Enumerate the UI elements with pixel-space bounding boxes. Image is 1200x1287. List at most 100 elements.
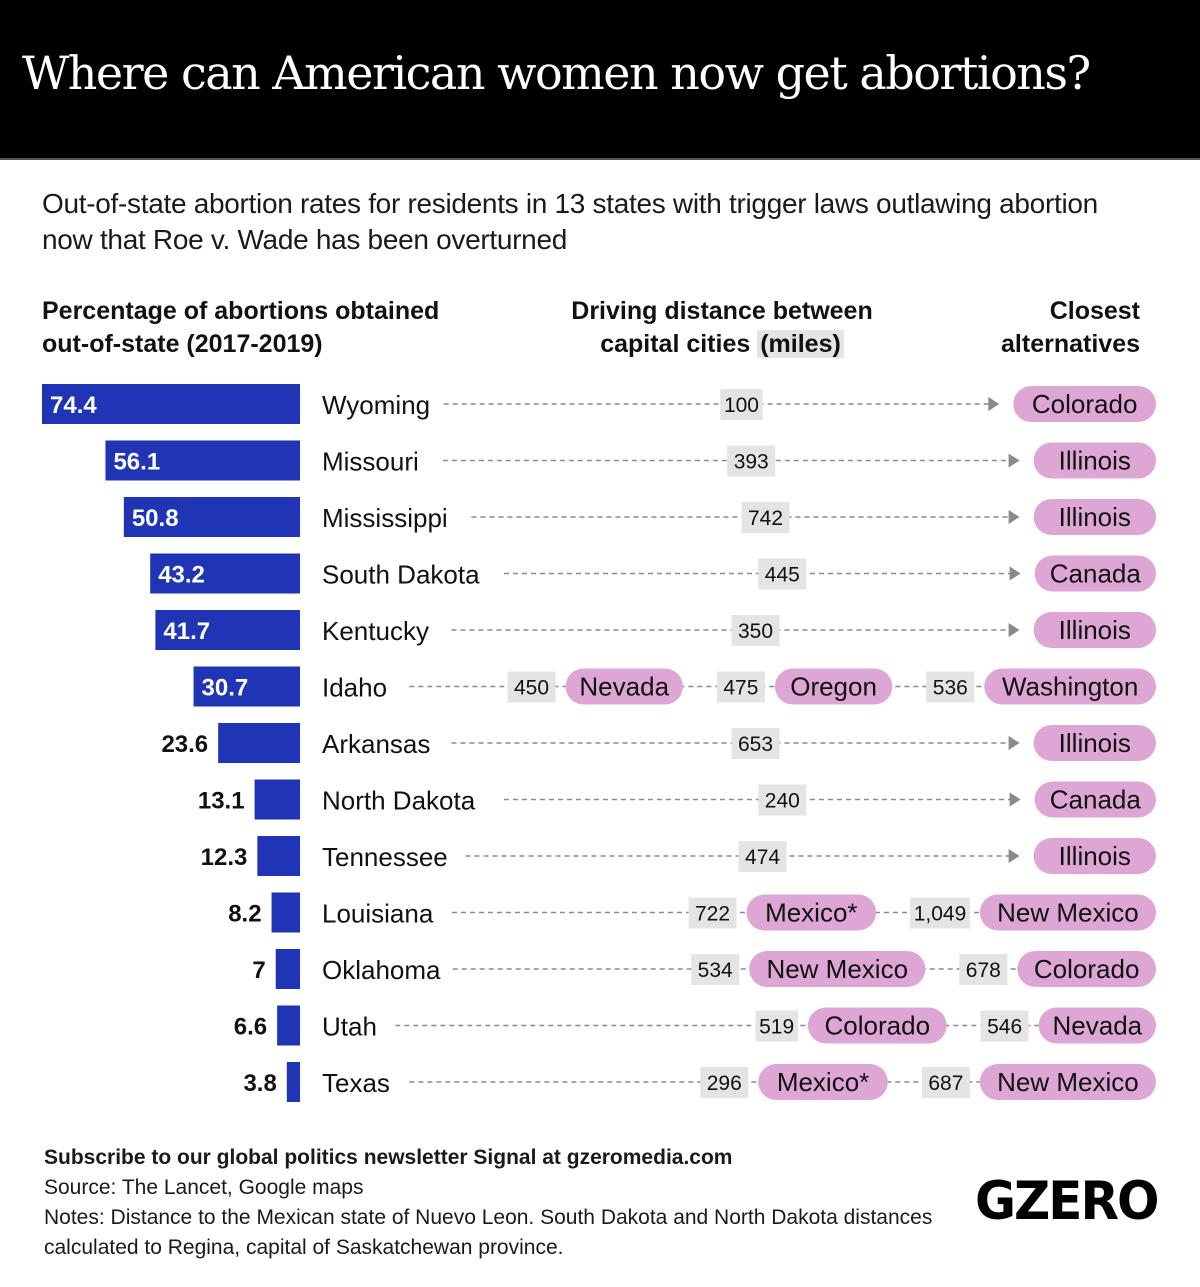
distance-value: 393 <box>734 451 769 474</box>
column-header-alternatives-line1: Closest <box>1049 297 1140 325</box>
destination-pill <box>1017 951 1156 987</box>
destination-label: Canada <box>1050 785 1142 815</box>
notes: Notes: Distance to the Mexican state of … <box>44 1206 933 1259</box>
destination-label: Mexico* <box>777 1067 869 1097</box>
miles-unit-highlight: (miles) <box>757 330 844 358</box>
footer: Subscribe to our global politics newslet… <box>44 1143 964 1263</box>
distance-value: 546 <box>987 1016 1022 1039</box>
state-label: Kentucky <box>322 616 429 646</box>
bar-value-label: 50.8 <box>132 505 179 532</box>
source-note: Source: The Lancet, Google maps <box>44 1176 364 1199</box>
destination-pill <box>984 668 1156 705</box>
distance-value: 653 <box>738 733 773 756</box>
destination-pill <box>807 1007 947 1044</box>
distance-box <box>731 728 780 759</box>
distance-box <box>980 1010 1029 1042</box>
distance-value: 474 <box>745 846 780 869</box>
arrow-head-icon <box>988 397 1000 411</box>
destination-pill <box>1033 612 1156 648</box>
distance-box <box>731 615 780 646</box>
distance-box <box>727 445 776 477</box>
distance-value: 519 <box>759 1016 794 1039</box>
bar-value-label: 8.2 <box>228 901 261 928</box>
bar <box>271 892 300 933</box>
destination-pill <box>1034 781 1156 818</box>
state-label: Tennessee <box>322 842 448 872</box>
distance-value: 445 <box>765 564 800 587</box>
state-label: Arkansas <box>322 729 430 759</box>
destination-label: Oregon <box>790 672 877 702</box>
destination-pill <box>746 894 877 931</box>
bar <box>286 1062 300 1102</box>
state-label: South Dakota <box>322 560 480 590</box>
destination-label: Illinois <box>1059 728 1131 758</box>
state-label: Wyoming <box>322 390 430 420</box>
destination-label: Illinois <box>1059 502 1131 532</box>
arrow-head-icon <box>1009 792 1021 807</box>
column-header-alternatives-line2: alternatives <box>1001 330 1140 358</box>
subscribe-note: Subscribe to our global politics newslet… <box>44 1146 733 1169</box>
distance-box <box>926 671 975 703</box>
distance-box <box>738 841 787 872</box>
distance-value: 475 <box>723 677 758 700</box>
chart: 74.4 Wyoming 100 Colorado 56.1 Missouri 393 Ill… <box>42 384 1156 1102</box>
distance-value: 722 <box>695 903 730 926</box>
distance-value: 534 <box>698 959 733 982</box>
destination-label: Colorado <box>825 1011 931 1041</box>
bar <box>150 553 300 594</box>
destination-pill <box>1038 1007 1156 1044</box>
bar <box>275 949 300 989</box>
destination-pill <box>979 894 1156 931</box>
bar <box>42 384 300 424</box>
bar-value-label: 6.6 <box>234 1014 267 1041</box>
title-bar: Where can American women now get abortio… <box>0 0 1200 160</box>
distance-box <box>691 954 740 985</box>
destination-label: Nevada <box>1053 1011 1143 1041</box>
column-header-distance-line2a: capital cities <box>600 330 758 358</box>
destination-label: Illinois <box>1059 615 1131 645</box>
distance-box <box>755 1010 798 1042</box>
destination-pill <box>1033 442 1156 479</box>
destination-pill <box>1033 499 1156 535</box>
distance-box <box>758 784 807 816</box>
bar <box>193 666 300 707</box>
destination-pill <box>1033 725 1156 761</box>
page-title: Where can American women now get abortio… <box>22 46 1091 100</box>
destination-pill <box>1033 838 1156 874</box>
destination-pill <box>565 668 683 705</box>
destination-pill <box>749 951 926 987</box>
distance-box <box>921 1067 970 1098</box>
arrow-head-icon <box>1008 623 1020 637</box>
destination-label: Colorado <box>1034 954 1140 984</box>
distance-value: 350 <box>738 620 773 643</box>
column-header-percentage-line2: out-of-state (2017-2019) <box>42 330 323 358</box>
bar-value-label: 56.1 <box>113 449 160 476</box>
state-label: Missouri <box>322 447 419 477</box>
state-label: Idaho <box>322 673 387 703</box>
destination-pill <box>979 1064 1156 1100</box>
distance-box <box>688 897 737 929</box>
state-label: Utah <box>322 1012 377 1042</box>
distance-box <box>700 1067 749 1098</box>
distance-value: 678 <box>966 959 1001 982</box>
destination-label: Nevada <box>579 672 669 702</box>
arrow-head-icon <box>1009 566 1021 581</box>
destination-pill <box>758 1064 888 1100</box>
bar <box>218 723 300 763</box>
destination-pill <box>1034 555 1156 592</box>
state-label: Mississippi <box>322 503 448 533</box>
destination-label: Illinois <box>1059 446 1131 476</box>
distance-value: 536 <box>933 677 968 700</box>
destination-label: Washington <box>1002 672 1138 702</box>
bar <box>257 836 300 876</box>
destination-label: Colorado <box>1032 389 1138 419</box>
distance-box <box>741 502 790 533</box>
bar-value-label: 7 <box>252 957 265 984</box>
arrow-head-icon <box>1008 849 1020 863</box>
gzero-logo: GZERO <box>975 1170 1159 1232</box>
bar-value-label: 13.1 <box>198 788 245 815</box>
state-label: Oklahoma <box>322 955 441 985</box>
bar <box>155 610 300 650</box>
arrow-head-icon <box>1008 453 1020 468</box>
column-header-alternatives: Closest alternatives <box>1001 295 1140 361</box>
